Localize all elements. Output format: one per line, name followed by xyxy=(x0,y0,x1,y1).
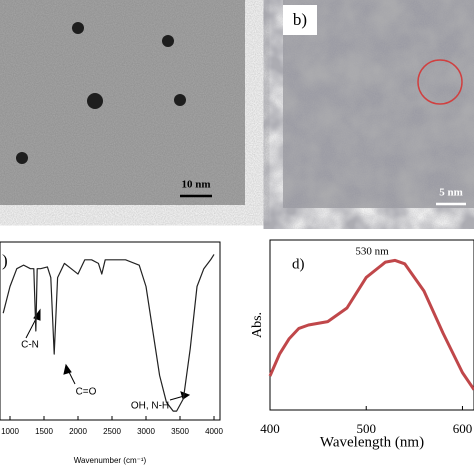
x-tick-label: 500 xyxy=(356,421,376,436)
annotation: 530 nm xyxy=(355,246,389,258)
annotation: OH, N-H xyxy=(131,401,169,412)
panel-label: d) xyxy=(292,256,305,272)
scale-label: 5 nm xyxy=(439,187,463,199)
x-tick-label: 3500 xyxy=(171,427,189,436)
annotation: C-N xyxy=(21,340,39,351)
x-tick-label: 2500 xyxy=(103,427,121,436)
tem-image-a: 10 nm xyxy=(0,0,245,205)
scale-label: 10 nm xyxy=(181,179,210,191)
spectrum-line xyxy=(268,258,474,391)
chart: 1000 1500 2000 2500 3000 3500 4000 Wavenumber (… xyxy=(0,241,223,465)
annotation: C=O xyxy=(76,387,97,398)
x-tick-label: 400 xyxy=(260,421,280,436)
x-tick-label: 1000 xyxy=(1,427,19,436)
x-axis-label: Wavenumber (cm⁻¹) xyxy=(74,456,147,465)
x-tick-label: 4000 xyxy=(205,427,223,436)
x-tick-label: 1500 xyxy=(35,427,53,436)
panel-label: ) xyxy=(2,251,8,270)
plot-frame xyxy=(269,239,474,411)
spectrum-line xyxy=(2,254,215,412)
ir-arrows xyxy=(25,308,191,401)
x-axis-label: Wavelength (nm) xyxy=(320,434,424,450)
plot-frame xyxy=(0,241,221,421)
chart: 400 500 600 Wavelength (nm) Abs. d) 530 nm xyxy=(250,239,474,450)
panel-label: b) xyxy=(293,10,307,29)
tem-image-b: b) 5 nm xyxy=(283,0,474,208)
x-tick-label: 2000 xyxy=(69,427,87,436)
x-tick-label: 600 xyxy=(453,421,473,436)
x-tick-label: 3000 xyxy=(137,427,155,436)
y-axis-label: Abs. xyxy=(250,312,265,338)
